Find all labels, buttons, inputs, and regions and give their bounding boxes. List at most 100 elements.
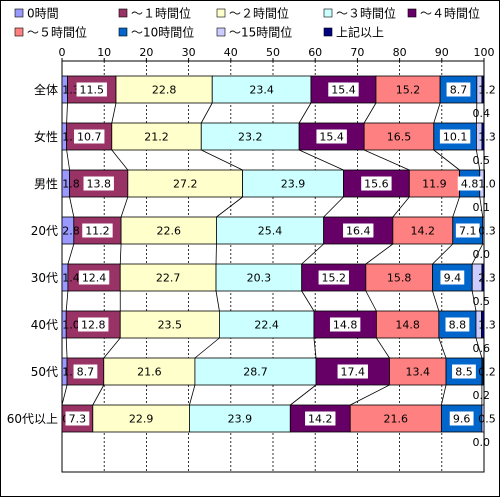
data-label: 7.1 [459,225,477,238]
data-label: 12.8 [81,319,106,332]
connector-line [366,244,393,264]
connector-line [299,103,311,123]
data-label: 21.6 [384,413,409,426]
data-label: 4.8 [461,178,479,191]
data-label: 22.4 [254,319,279,332]
connector-line [66,291,68,311]
data-label: 8.8 [449,319,467,332]
connector-line [67,103,68,123]
connector-line [433,244,453,264]
legend-swatch [217,28,225,36]
data-label: 9.6 [453,413,471,426]
legend-swatch [324,9,332,17]
connector-line [112,103,116,123]
data-label: 8.7 [77,366,95,379]
category-label: 20代 [31,224,58,238]
x-tick-label: 40 [224,46,238,59]
data-label: 23.5 [158,319,183,332]
data-label: 13.8 [86,178,111,191]
data-label: 21.6 [137,366,162,379]
data-label: 22.8 [152,84,177,97]
connector-line [453,197,460,217]
data-label: 23.2 [238,131,263,144]
data-label: 14.8 [395,319,420,332]
x-tick-label: 100 [474,46,495,59]
x-tick-label: 30 [182,46,196,59]
data-label: 2.8 [62,225,80,238]
data-label: 10.1 [443,131,468,144]
data-label: 12.4 [82,272,107,285]
category-label: 60代以上 [7,412,58,426]
data-label: 14.2 [308,413,333,426]
legend-item: ～２時間位 [217,6,289,21]
legend-label: ～15時間位 [229,25,292,40]
legend-item: ～10時間位 [119,25,194,40]
data-label: 28.7 [243,366,268,379]
category-label: 40代 [31,318,58,332]
x-tick-label: 60 [308,46,322,59]
connector-line [216,291,219,311]
data-label: 8.7 [450,84,468,97]
legend-label: ～１時間位 [131,6,191,21]
data-label: 0.5 [473,154,491,167]
data-label: 20.3 [247,272,272,285]
connector-line [67,150,70,170]
x-tick-label: 80 [393,46,407,59]
data-label: 23.4 [249,84,274,97]
data-label: 0.3 [478,225,496,238]
connector-line [66,338,67,358]
data-label: 15.8 [387,272,412,285]
legend-label: ～４時間位 [420,6,480,21]
legend-item: ～１時間位 [119,6,191,21]
connector-line [189,385,194,405]
data-label: 2.3 [478,272,496,285]
data-label: 15.2 [396,84,421,97]
legend-swatch [408,9,416,17]
data-label: 22.6 [157,225,182,238]
data-label: 1.3 [478,131,496,144]
x-tick-label: 10 [97,46,111,59]
data-label: 0.0 [473,248,491,261]
legend-item: ～５時間位 [15,25,87,40]
data-label: 27.2 [173,178,198,191]
data-label: 15.2 [322,272,347,285]
connector-line [364,103,376,123]
connector-line [434,150,460,170]
legend-item: 上記以上 [324,25,384,40]
connector-line [324,197,344,217]
connector-line [121,197,128,217]
data-label: 1.3 [478,319,496,332]
connector-line [70,197,74,217]
legend-swatch [217,9,225,17]
x-tick-label: 50 [266,46,280,59]
connector-line [104,338,120,358]
data-label: 21.2 [144,131,169,144]
connector-line [93,385,104,405]
connector-line [439,338,446,358]
x-tick-label: 0 [59,46,66,59]
category-label: 全体 [34,82,58,97]
connector-line [302,291,314,311]
connector-line [201,150,242,170]
data-label: 1.0 [62,319,80,332]
data-label: 23.9 [228,413,253,426]
connector-line [112,150,128,170]
connector-line [290,385,316,405]
legend-swatch [15,28,23,36]
data-label: 11.2 [85,225,110,238]
legend-label: ～３時間位 [336,6,396,21]
connector-line [433,291,439,311]
data-label: 0.0 [473,436,491,449]
data-label: 16.5 [387,131,412,144]
connector-line [350,385,389,405]
data-label: 14.2 [411,225,436,238]
connector-line [364,150,409,170]
data-label: 1.0 [478,178,496,191]
legend-swatch [119,28,127,36]
data-label: 10.7 [77,131,102,144]
category-label: 男性 [34,177,58,191]
data-label: 1.8 [62,178,80,191]
legend: 0時間～１時間位～２時間位～３時間位～４時間位～５時間位～10時間位～15時間位… [15,6,480,40]
data-label: 17.4 [341,366,366,379]
